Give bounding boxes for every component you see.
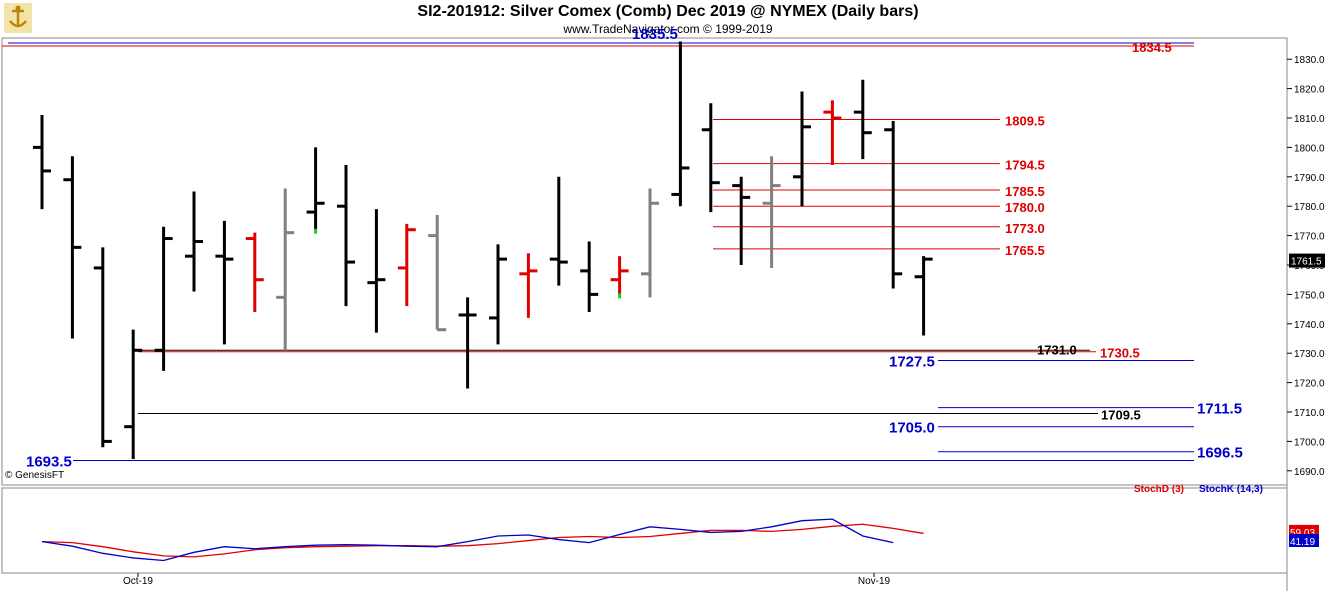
level-label: 1835.5 — [632, 26, 678, 43]
price-tick-label: 1770.0 — [1294, 232, 1325, 243]
ohlc-bar — [610, 256, 629, 299]
ohlc-bar — [671, 41, 690, 207]
ohlc-bar — [33, 115, 51, 210]
signal-dot — [314, 228, 318, 234]
time-label: Oct-19 — [123, 576, 153, 587]
ohlc-bar — [641, 188, 659, 298]
level-label: 1809.5 — [1005, 113, 1045, 128]
stoch-k-line — [41, 518, 894, 562]
ohlc-bar — [580, 241, 599, 313]
ohlc-bar — [884, 120, 903, 289]
copyright-text: © GenesisFT — [5, 470, 65, 481]
chart-title: SI2-201912: Silver Comex (Comb) Dec 2019… — [417, 3, 919, 20]
level-label: 1731.0 — [1037, 342, 1077, 357]
level-label: 1780.0 — [1005, 200, 1045, 215]
stoch-d-value: 59.03 — [1290, 528, 1315, 539]
last-price-label: 1761.5 — [1291, 257, 1322, 268]
level-label: 1730.5 — [1100, 346, 1140, 361]
level-label: 1709.5 — [1101, 407, 1141, 422]
ohlc-bar — [93, 247, 112, 448]
price-tick-label: 1740.0 — [1294, 320, 1325, 331]
price-tick-label: 1800.0 — [1294, 143, 1325, 154]
level-label: 1785.5 — [1005, 184, 1045, 199]
ohlc-bar — [793, 91, 811, 207]
price-tick-label: 1750.0 — [1294, 290, 1325, 301]
stochastic-panel-frame — [1, 487, 1288, 574]
stoch-k-value: 41.19 — [1290, 537, 1315, 548]
ohlc-bar — [428, 215, 447, 332]
ohlc-bar — [306, 147, 325, 234]
price-tick-label: 1780.0 — [1294, 202, 1325, 213]
ohlc-bar — [762, 156, 781, 268]
ohlc-bar — [367, 209, 386, 333]
price-tick-label: 1700.0 — [1294, 437, 1325, 448]
level-label: 1794.5 — [1005, 158, 1045, 173]
level-label: 1705.0 — [889, 420, 935, 437]
level-label: 1834.5 — [1132, 40, 1172, 55]
ohlc-bar — [914, 256, 933, 336]
legend-stoch-k: StochK (14,3) — [1199, 484, 1263, 495]
ohlc-bar — [154, 226, 173, 371]
level-label: 1711.5 — [1197, 401, 1242, 418]
price-tick-label: 1810.0 — [1294, 114, 1325, 125]
ohlc-bar — [732, 176, 751, 265]
time-label: Nov-19 — [858, 576, 891, 587]
price-panel-frame — [1, 37, 1288, 486]
level-label: 1727.5 — [889, 354, 935, 371]
ohlc-bar — [124, 329, 143, 460]
price-tick-label: 1820.0 — [1294, 85, 1325, 96]
ohlc-bar — [549, 176, 568, 286]
ohlc-bar — [458, 297, 477, 389]
ohlc-bar — [519, 253, 538, 318]
last-price-box — [1289, 253, 1325, 268]
ohlc-bar — [185, 191, 203, 292]
ohlc-bar — [245, 232, 264, 313]
price-tick-label: 1720.0 — [1294, 379, 1325, 390]
ohlc-bar — [853, 79, 872, 160]
ohlc-bar — [397, 223, 416, 307]
ohlc-bar — [276, 188, 295, 351]
ohlc-bar — [63, 156, 82, 339]
ohlc-bar — [701, 103, 720, 213]
signal-dot — [618, 293, 622, 299]
price-tick-label: 1730.0 — [1294, 349, 1325, 360]
genesis-logo-icon — [4, 3, 32, 38]
level-label: 1773.0 — [1005, 221, 1045, 236]
chart-header: SI2-201912: Silver Comex (Comb) Dec 2019… — [0, 0, 1336, 38]
level-label: 1696.5 — [1197, 445, 1243, 462]
price-tick-label: 1830.0 — [1294, 55, 1325, 66]
level-label: 1693.5 — [26, 454, 72, 471]
level-label: 1765.5 — [1005, 243, 1045, 258]
chart-subtitle: www.TradeNavigator.com © 1999-2019 — [563, 22, 773, 36]
ohlc-bar — [489, 244, 507, 345]
legend-stoch-d: StochD (3) — [1134, 484, 1184, 495]
stoch-d-line — [41, 523, 924, 558]
price-tick-label: 1790.0 — [1294, 173, 1325, 184]
stoch-k-value-box — [1289, 533, 1319, 547]
price-tick-label: 1710.0 — [1294, 408, 1325, 419]
ohlc-bar — [215, 220, 234, 345]
ohlc-bar — [823, 100, 842, 166]
price-tick-label: 1690.0 — [1294, 467, 1325, 478]
ohlc-bar — [337, 165, 355, 307]
